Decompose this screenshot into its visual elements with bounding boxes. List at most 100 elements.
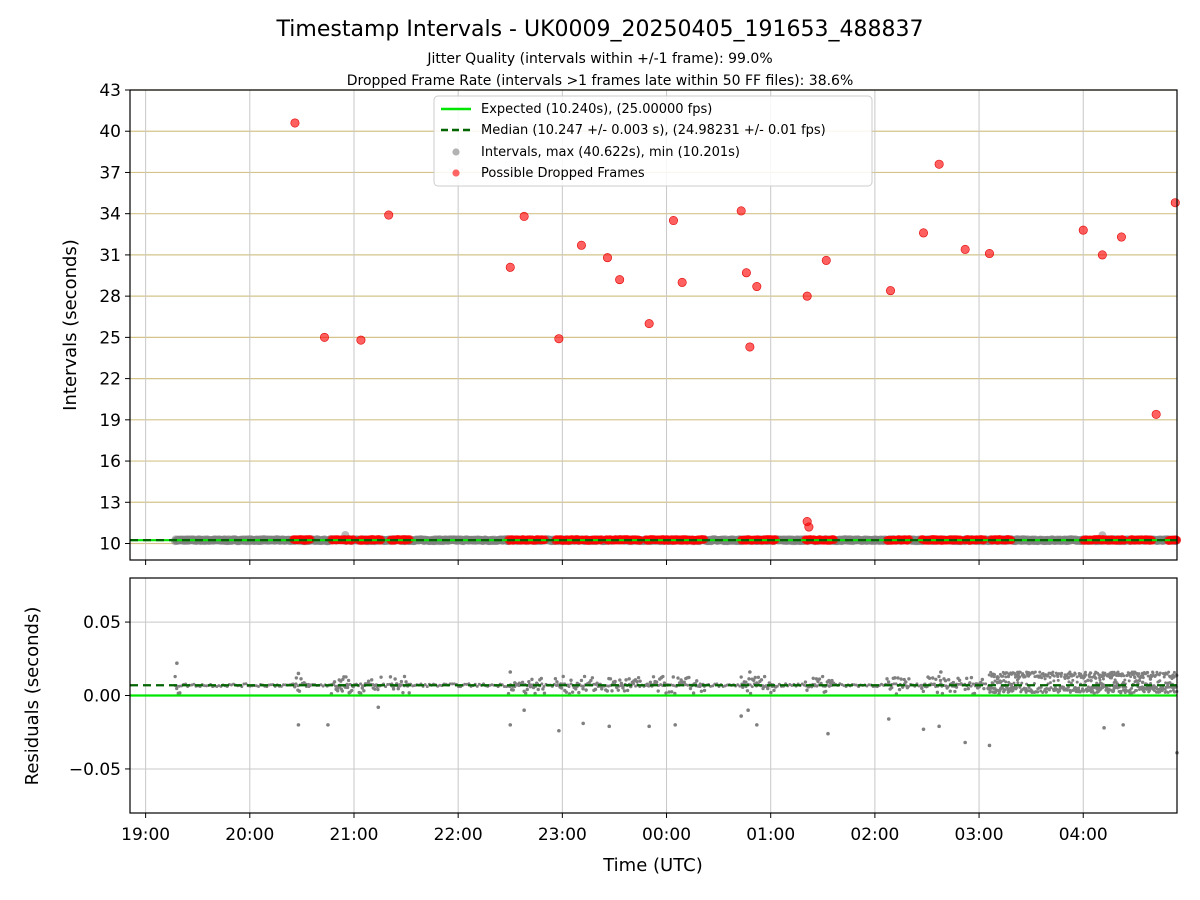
intervals-ytick-label: 25 [99,328,121,348]
residual-point [759,678,764,682]
residual-point [1043,677,1047,681]
residual-point [830,678,834,683]
residual-point [527,679,531,684]
residual-point [1122,674,1126,678]
intervals-ytick-label: 40 [99,122,121,142]
residual-point [613,679,617,684]
residual-point [376,687,380,692]
residual-point [404,680,408,684]
dropped-frame-point [984,249,994,259]
residual-point [1068,670,1072,674]
residual-outlier-point [886,717,891,721]
residual-point [341,677,345,681]
residual-point [1092,691,1096,696]
residual-point [299,677,303,681]
residual-point [1157,687,1161,691]
dropped-frame-point [519,211,529,221]
legend-dropped-label: Possible Dropped Frames [481,166,645,181]
dropped-frame-point [644,319,654,329]
residual-point [600,687,604,691]
residual-point [673,691,677,696]
residual-point [667,690,671,694]
residual-point [1167,685,1171,689]
residual-point [828,681,833,685]
residual-point [661,674,665,679]
residual-point [1062,685,1066,689]
residual-point [937,674,941,679]
dropped-frame-point [290,118,300,128]
residual-point [814,677,819,681]
residual-point [577,690,581,695]
residual-point [1016,681,1020,685]
residual-point [1164,681,1168,685]
residual-point [902,677,906,682]
residual-point [399,679,404,684]
residual-point [1162,675,1166,679]
residual-point [502,685,506,689]
residual-point [332,680,337,684]
residual-point [616,688,620,692]
residual-point [339,687,344,691]
x-tick-label: 00:00 [642,825,691,845]
residual-point [1146,670,1150,674]
residual-point [676,676,680,680]
residual-point [748,691,753,696]
residual-point [935,690,940,695]
intervals-ytick-label: 34 [99,205,121,225]
residual-point [525,687,529,692]
residual-point [388,675,393,679]
residual-point [1059,674,1063,678]
residual-point [919,683,923,687]
residual-point [1112,689,1116,693]
residual-point [993,673,997,677]
residual-point [963,687,967,692]
x-axis-label: Time (UTC) [602,855,703,876]
x-tick-label: 20:00 [225,825,274,845]
intervals-plot-frame [129,89,1178,561]
residual-point [739,675,743,679]
residual-point [1048,681,1052,685]
dropped-frame-point [384,210,394,220]
residual-point [401,690,405,695]
dropped-frame-point [319,332,329,342]
residual-point [1071,678,1075,682]
residual-point [1012,681,1016,685]
residual-point [1084,673,1088,677]
residual-point [943,678,948,683]
residual-point [1047,688,1051,692]
residual-outlier-point [296,723,301,727]
residual-point [656,689,660,693]
residual-outlier-point [508,723,513,727]
residual-point [711,684,715,688]
residual-point [569,682,573,686]
residual-point [1095,681,1099,685]
residual-point [1098,673,1102,677]
residual-point [897,687,902,692]
residual-outlier-point [581,721,585,726]
residual-point [173,674,177,679]
residual-point [1086,678,1090,682]
x-tick-label: 21:00 [329,825,378,845]
residual-outlier-point [746,708,750,712]
residual-point [953,689,957,694]
legend-intervals-swatch [452,148,460,156]
residual-outlier-point [326,723,330,727]
residual-point [1008,682,1012,686]
legend-box [433,95,873,187]
intervals-ytick-label: 31 [99,246,121,266]
residual-point [1068,690,1072,694]
residual-point [369,678,374,682]
residual-point [687,675,691,680]
residual-point [294,676,299,680]
residual-point [893,676,897,680]
residual-outlier-point [755,723,759,727]
residual-point [605,689,610,693]
residual-point [619,684,623,688]
dropped-frame-point [1097,250,1107,260]
residual-point [1052,674,1056,678]
residual-outlier-point [987,743,992,748]
residual-point [756,675,761,679]
residual-point [1056,678,1060,682]
residual-point [593,687,598,692]
